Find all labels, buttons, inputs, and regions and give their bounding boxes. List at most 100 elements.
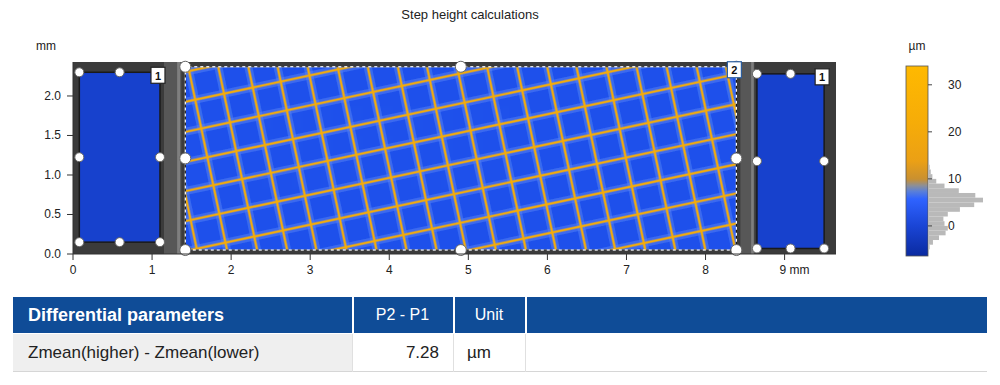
region-label-box [151,67,165,83]
colorbar-label: µm [909,39,926,53]
ridge [275,67,318,250]
table-separator [453,297,455,333]
y-tick-label: 1.0 [44,168,61,182]
y-tick-label: 2.0 [44,89,61,103]
table-row-separator [525,334,526,372]
ridge [185,67,199,250]
histogram-bar [928,169,931,174]
y-tick [67,174,73,175]
histogram [928,151,983,254]
ridge [574,67,617,250]
region-label: 1 [819,71,825,83]
histogram-bar [928,235,939,240]
ridge [366,67,409,250]
colorbar-tick [928,225,932,226]
region-handle [115,68,124,77]
region-outline [757,74,824,249]
table-separator [352,297,354,333]
table-separator [525,297,527,333]
histogram-bar [928,160,929,165]
x-axis-line [73,254,836,255]
plot-area [73,62,836,254]
table-cell: Zmean(higher) - Zmean(lower) [28,334,259,372]
ridge [305,67,348,250]
axes: 0123456789 mm0.00.51.01.52.0 [44,62,836,277]
region-label-box [727,62,741,78]
table-cell: 7.28 [352,334,439,372]
region-handle [731,153,742,164]
axis-label: mm [36,39,56,53]
colorbar-tick [928,178,932,179]
histogram-bar [928,240,933,245]
histogram-bar [928,231,946,236]
ridge [425,67,468,250]
x-tick [784,254,785,260]
region-handle [752,244,761,253]
region-fill [757,74,824,249]
colorbar-tick-label: 30 [948,78,962,92]
table-row-separator [453,334,454,372]
x-tick-label: 5 [465,263,472,277]
histogram-bar [928,193,975,198]
x-tick-label: 1 [149,263,156,277]
region-handle [752,69,761,78]
region-fill [79,72,160,242]
region-handle [75,153,84,162]
y-tick-label: 0.0 [44,247,61,261]
x-tick-label: 0 [70,263,77,277]
ridge [634,67,677,250]
histogram-bar [928,179,936,184]
x-tick [626,254,627,260]
page: Step height calculationsmm1210123456789 … [0,0,1000,385]
ridge-halo [185,162,736,250]
histogram-bar [928,245,930,250]
table-header-cell: P2 - P1 [352,297,453,333]
region-label-box [815,69,829,85]
ridge [694,67,736,250]
ridge [664,67,707,250]
region-handle [155,153,164,162]
ridge [216,67,259,250]
x-tick [310,254,311,260]
x-tick-label: 4 [386,263,393,277]
ridge [336,67,379,250]
table-cell: µm [467,334,491,372]
table: Differential parametersP2 - P1UnitZmean(… [13,297,987,373]
region-handle [180,153,191,164]
ridge [185,72,736,193]
x-tick [389,254,390,260]
region-handle [786,69,795,78]
y-tick [67,214,73,215]
y-tick-label: 1.5 [44,128,61,142]
y-tick [67,135,73,136]
colorbar: µm0102030 [906,39,983,256]
x-tick [468,254,469,260]
title: Step height calculations [401,7,539,22]
histogram-bar [928,226,948,231]
histogram-bar [928,151,929,156]
x-tick-label: 7 [623,263,630,277]
x-tick-label: 2 [228,263,235,277]
x-tick [152,254,153,260]
colorbar-scale [906,66,928,256]
table-row-separator [352,334,353,372]
ridge [485,67,528,250]
ridge [455,67,498,250]
x-tick [73,254,74,260]
region-outline [79,72,160,242]
region-overlays: 121 [75,61,829,255]
y-tick-label: 0.5 [44,207,61,221]
colorbar-tick [928,84,932,85]
ridge [604,67,647,250]
region-handle [786,244,795,253]
y-tick [67,254,73,255]
region-handle [115,238,124,247]
surface-band [164,62,181,254]
region-handle [820,244,829,253]
table-header-cell: Differential parameters [28,297,224,333]
x-tick [231,254,232,260]
histogram-bar [928,207,960,212]
region-handle [75,238,84,247]
histogram-bar [928,184,945,189]
histogram-bar [928,202,974,207]
